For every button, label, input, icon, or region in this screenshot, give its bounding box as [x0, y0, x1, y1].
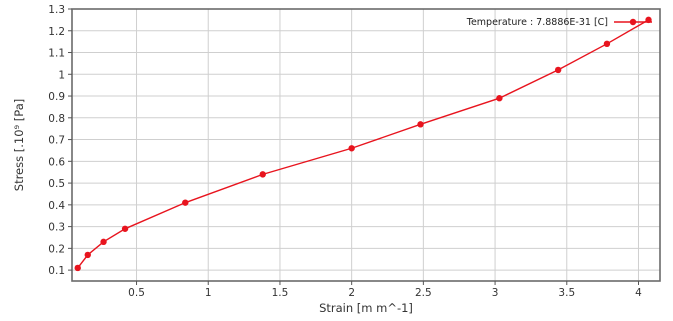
legend-entry-marker — [629, 18, 637, 26]
data-point — [417, 121, 424, 128]
x-axis-title: Strain [m m^-1] — [319, 301, 413, 315]
x-tick-label: 3 — [492, 287, 499, 299]
data-point — [348, 145, 355, 152]
y-tick-label: 0.4 — [48, 200, 65, 212]
data-point — [100, 238, 107, 246]
x-tick-label: 2 — [348, 287, 355, 299]
y-tick-label: 0.5 — [48, 178, 65, 190]
x-tick-label: 1.5 — [272, 287, 289, 299]
x-axis-ticks: 0.5 1 1.5 2 2.5 3 3.5 4 — [128, 281, 642, 299]
series-line — [77, 19, 649, 269]
y-tick-label: 1.1 — [48, 48, 65, 60]
y-tick-label: 0.1 — [48, 265, 65, 277]
x-tick-label: 3.5 — [558, 287, 575, 299]
y-tick-label: 1.2 — [48, 26, 65, 38]
y-axis-ticks: 0.1 0.2 0.3 0.4 0.5 0.6 0.7 0.8 0.9 1 1.1 1.2 1.3 — [48, 4, 72, 277]
y-tick-label: 0.9 — [48, 91, 65, 103]
data-point — [496, 95, 503, 102]
x-tick-label: 1 — [205, 287, 212, 299]
grid — [72, 8, 660, 281]
x-tick-label: 4 — [635, 287, 642, 299]
y-tick-label: 0.8 — [48, 113, 65, 125]
plot-area-frame — [71, 8, 661, 282]
y-tick-label: 1 — [58, 69, 65, 81]
y-tick-label: 0.3 — [48, 222, 65, 234]
data-point — [121, 225, 129, 232]
y-axis-title: Stress [.10⁹ [Pa] — [12, 99, 26, 191]
legend: Temperature : 7.8886E-31 [C] — [466, 17, 652, 28]
data-point — [74, 264, 81, 272]
x-tick-label: 2.5 — [415, 287, 432, 299]
y-tick-label: 0.6 — [48, 156, 65, 168]
data-point — [182, 199, 189, 206]
series-layer — [74, 16, 652, 272]
data-point — [259, 171, 266, 178]
data-point — [554, 66, 562, 74]
data-point — [603, 40, 611, 48]
y-tick-label: 0.2 — [48, 243, 65, 255]
y-tick-label: 1.3 — [48, 4, 65, 16]
legend-entry-label: Temperature : 7.8886E-31 [C] — [466, 17, 608, 28]
y-tick-label: 0.7 — [48, 135, 65, 147]
data-point — [84, 251, 91, 259]
x-tick-label: 0.5 — [128, 287, 145, 299]
